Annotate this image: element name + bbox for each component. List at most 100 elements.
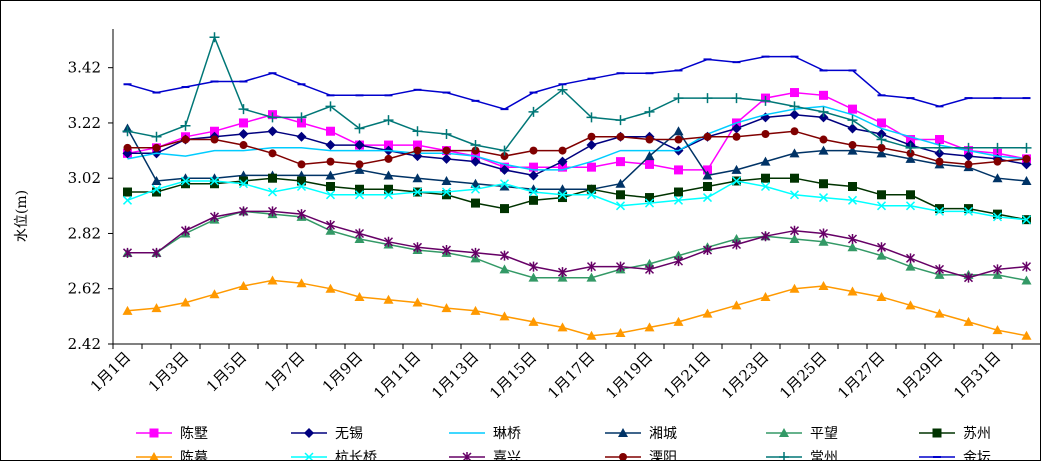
- data-point: [441, 175, 452, 185]
- data-point: [673, 195, 684, 205]
- data-point: [151, 184, 162, 194]
- legend-label: 金坛: [963, 450, 991, 460]
- data-point: [644, 258, 655, 268]
- data-point: [760, 156, 771, 166]
- data-point: [557, 267, 568, 278]
- data-point: [528, 316, 539, 326]
- data-point: [876, 134, 887, 145]
- legend-swatch-marker: [618, 428, 628, 437]
- data-point: [905, 261, 916, 271]
- data-point: [674, 187, 683, 197]
- x-tick-label: 1月29日: [892, 348, 946, 402]
- data-point: [122, 126, 133, 137]
- data-point: [325, 101, 336, 112]
- legend-swatch-marker: [149, 452, 159, 461]
- x-tick-label: 1月19日: [602, 348, 656, 402]
- data-point: [325, 283, 336, 293]
- data-point: [731, 93, 742, 104]
- data-point: [992, 264, 1003, 275]
- data-point: [586, 190, 597, 200]
- data-point: [180, 225, 191, 236]
- data-point: [412, 187, 423, 197]
- x-tick-label: 1月17日: [544, 348, 598, 402]
- data-point: [963, 206, 974, 216]
- legend-swatch-marker: [304, 428, 314, 438]
- legend-entry: 湘城: [605, 426, 677, 442]
- data-point: [355, 184, 364, 194]
- data-point: [731, 234, 742, 243]
- data-point: [644, 151, 655, 161]
- series-line: [127, 180, 1027, 221]
- data-point: [1021, 215, 1032, 225]
- data-point: [847, 123, 858, 134]
- data-point: [384, 184, 393, 194]
- data-point: [876, 201, 887, 211]
- data-point: [615, 115, 626, 126]
- x-tick-label: 1月9日: [319, 348, 366, 395]
- y-tick-label: 2.42: [68, 335, 101, 353]
- data-point: [586, 140, 597, 151]
- series-line: [127, 210, 1027, 279]
- data-point: [905, 142, 916, 153]
- legend-swatch-marker: [619, 453, 627, 461]
- data-point: [789, 283, 800, 293]
- data-point: [557, 322, 568, 332]
- data-point: [238, 206, 249, 217]
- data-point: [702, 245, 713, 256]
- series-line: [127, 55, 1027, 110]
- data-point: [383, 236, 394, 247]
- data-point: [674, 165, 683, 175]
- data-point: [644, 264, 655, 275]
- data-point: [993, 157, 1002, 166]
- y-tick-label: 2.82: [68, 224, 101, 242]
- data-point: [471, 198, 480, 208]
- data-point: [499, 311, 510, 321]
- data-point: [238, 129, 249, 139]
- data-point: [731, 176, 742, 186]
- data-point: [210, 179, 219, 189]
- data-point: [673, 126, 684, 136]
- legend-label: 苏州: [963, 426, 991, 442]
- legend-label: 嘉兴: [493, 450, 521, 460]
- data-point: [992, 269, 1003, 279]
- data-point: [935, 135, 944, 145]
- x-axis: 1月1日 1月3日 1月5日 1月7日 1月9日 1月11日 1月13日 1月15日 1月17日…: [87, 344, 1041, 402]
- x-tick-label: 1月25日: [776, 348, 830, 402]
- data-point: [789, 109, 800, 120]
- x-tick-label: 1月31日: [950, 348, 1004, 402]
- data-point: [877, 143, 886, 152]
- data-point: [645, 159, 654, 169]
- legend-entry: 陈墓: [136, 449, 208, 464]
- legend-label: 琳桥: [493, 426, 521, 442]
- data-point: [876, 148, 887, 158]
- data-point: [1021, 330, 1032, 340]
- data-point: [528, 106, 539, 117]
- series-10: [122, 32, 1032, 156]
- data-point: [847, 286, 858, 296]
- data-point: [354, 123, 365, 134]
- data-point: [557, 272, 568, 282]
- data-point: [181, 179, 190, 189]
- data-point: [412, 173, 423, 183]
- data-point: [413, 146, 422, 155]
- data-point: [876, 242, 887, 253]
- data-point: [760, 231, 771, 242]
- data-point: [673, 316, 684, 326]
- data-point: [325, 225, 336, 235]
- data-point: [731, 123, 742, 134]
- data-point: [441, 129, 452, 139]
- y-axis: 2.42 2.62 2.82 3.02 3.22 3.42: [68, 59, 113, 353]
- data-point: [964, 160, 973, 169]
- data-point: [326, 126, 335, 136]
- series-8: [122, 206, 1032, 283]
- data-point: [703, 132, 712, 141]
- data-point: [326, 157, 335, 166]
- data-point: [1022, 154, 1031, 163]
- data-point: [354, 292, 365, 302]
- data-point: [296, 131, 307, 142]
- data-point: [673, 250, 684, 260]
- data-point: [325, 170, 336, 180]
- data-point: [760, 95, 771, 106]
- data-point: [877, 190, 886, 200]
